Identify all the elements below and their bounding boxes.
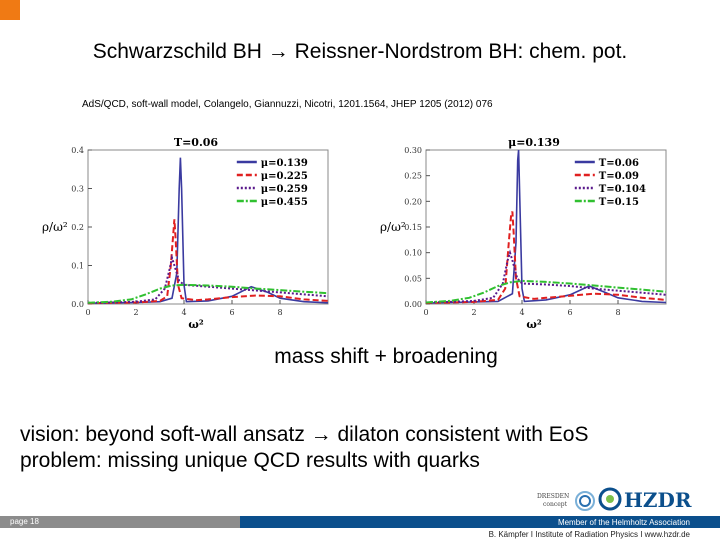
x-tick-label: 4 [519,308,524,317]
corner-accent [0,0,20,20]
footer-bar-blue [240,516,720,528]
x-tick-label: 2 [133,308,138,317]
dresden-concept-logo: DRESDEN concept [537,491,595,511]
legend-label: T=0.15 [599,197,639,208]
x-tick-label: 0 [85,308,90,317]
x-tick-label: 8 [615,308,620,317]
member-text: Member of the Helmholtz Association [557,518,690,527]
series-line [87,253,329,304]
y-tick-label: 0.20 [404,197,422,206]
legend-label: μ=0.455 [261,197,308,208]
y-tick-label: 0.0 [71,300,84,309]
y-tick-label: 0.15 [404,223,422,232]
series-line [425,211,667,304]
legend-label: μ=0.139 [261,158,308,169]
legend-label: μ=0.259 [261,184,308,195]
chart-right: 0 2 4 6 8 0.00 0.05 0.10 0.15 0.20 0.25 0.30 μ=0.139… [380,136,667,328]
caption: mass shift + broadening [274,345,498,368]
slide-title: Schwarzschild BH → Reissner-Nordstrom BH… [92,40,628,63]
y-tick-label: 0.4 [71,146,84,155]
svg-text:concept: concept [543,501,568,508]
series-line [425,279,667,304]
y-tick-label: 0.10 [404,249,422,258]
svg-text:HZDR: HZDR [624,488,692,512]
y-tick-label: 0.30 [404,146,422,155]
x-axis-label: ω² [526,318,541,328]
x-tick-label: 8 [277,308,282,317]
x-tick-label: 6 [229,308,234,317]
y-tick-label: 0.1 [71,262,84,271]
series-line [87,219,329,305]
page-number: page 18 [10,517,39,526]
y-tick-label: 0.3 [71,185,84,194]
x-tick-label: 2 [471,308,476,317]
hzdr-logo: HZDR [598,487,692,512]
y-axis-label: ρ/ω² [42,220,68,234]
series-line [425,249,667,304]
x-axis-label: ω² [188,318,203,328]
chart-title: T=0.06 [174,136,219,149]
y-tick-label: 0.05 [404,274,422,283]
series-line [87,283,329,304]
footer-bar-grey [0,516,240,528]
chart-title: μ=0.139 [508,136,560,149]
legend-label: T=0.06 [599,158,639,169]
y-tick-label: 0.25 [404,172,422,181]
vision-block: vision: beyond soft-wall ansatz → dilato… [20,422,588,474]
x-tick-label: 0 [423,308,428,317]
footer-text: B. Kämpfer I Institute of Radiation Phys… [488,530,690,539]
y-axis-label: ρ/ω² [380,220,406,234]
problem-line: problem: missing unique QCD results with… [20,449,480,472]
logo-text: DRESDEN [537,493,569,500]
slide-subtitle: AdS/QCD, soft-wall model, Colangelo, Gia… [82,99,493,110]
x-tick-label: 4 [181,308,186,317]
y-tick-label: 0.2 [71,223,84,232]
legend-label: T=0.104 [599,184,646,195]
vision-line: vision: beyond soft-wall ansatz → dilato… [20,423,589,446]
legend-label: T=0.09 [599,171,639,182]
chart-left: 0 2 4 6 8 0.0 0.1 0.2 0.3 0.4 T=0.06 ω² ρ/ω² μ=0.139 μ… [42,136,329,328]
y-tick-label: 0.00 [404,300,422,309]
x-tick-label: 6 [567,308,572,317]
legend-label: μ=0.225 [261,171,308,182]
